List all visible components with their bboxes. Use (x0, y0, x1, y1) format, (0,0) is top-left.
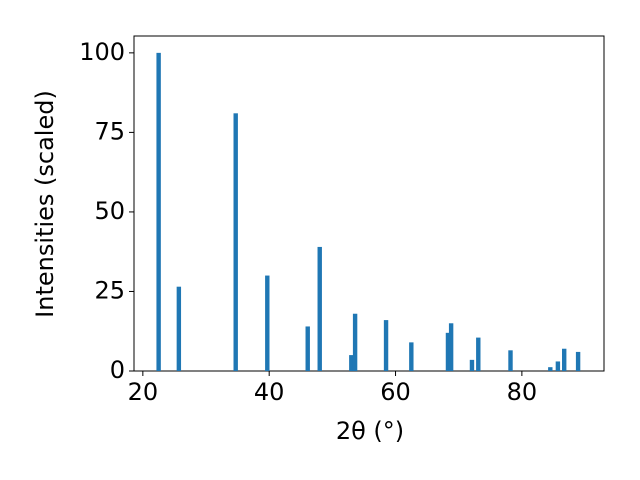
bar (317, 246, 322, 371)
bar (445, 332, 451, 371)
bar (476, 337, 481, 371)
bar (176, 286, 182, 371)
bar (508, 350, 513, 371)
x-tick-label: 80 (507, 378, 538, 406)
bar (562, 348, 567, 371)
bar (156, 52, 161, 371)
bar (469, 359, 475, 371)
bar (575, 351, 581, 371)
x-tick-label: 60 (380, 378, 411, 406)
y-tick-label: 50 (94, 197, 125, 225)
y-tick-label: 25 (94, 276, 125, 304)
bar (383, 320, 389, 371)
bar (548, 367, 553, 371)
y-tick-label: 75 (94, 117, 125, 145)
x-axis-label: 2θ (°) (336, 417, 404, 445)
bar (448, 323, 454, 371)
y-tick-label: 100 (79, 38, 125, 66)
x-tick-label: 40 (254, 378, 285, 406)
bar (352, 313, 358, 371)
bar (409, 342, 414, 371)
y-axis-label: Intensities (scaled) (31, 90, 59, 318)
plot-frame (133, 35, 605, 372)
x-tick-label: 20 (128, 378, 159, 406)
bar (265, 275, 270, 371)
y-tick-label: 0 (110, 356, 125, 384)
bar (555, 361, 561, 371)
bar (349, 355, 354, 371)
bar (305, 326, 310, 371)
bar (233, 113, 238, 372)
